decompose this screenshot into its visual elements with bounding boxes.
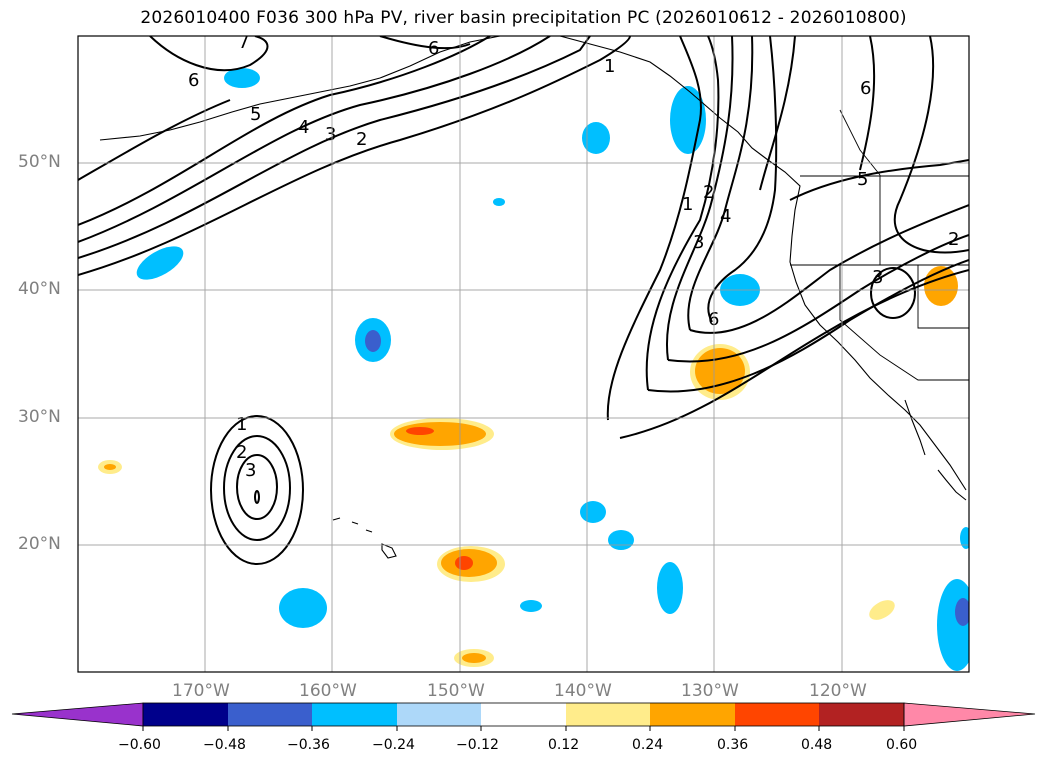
neg-area [493, 198, 505, 206]
pos-area [462, 653, 486, 663]
colorbar-tick-label: −0.24 [372, 737, 415, 753]
map-content: 7 6 6 5 4 3 2 1 1 2 3 4 6 6 5 3 2 1 2 3 [78, 32, 969, 672]
lat-label-20n: 20°N [18, 534, 61, 554]
lon-label-130w: 130°W [681, 681, 739, 701]
neg-area [580, 501, 606, 523]
lon-label-120w: 120°W [809, 681, 867, 701]
precipitation-shading [98, 68, 969, 671]
colorbar-segment [819, 703, 904, 726]
lon-label-150w: 150°W [427, 681, 485, 701]
colorbar-segment [650, 703, 735, 726]
colorbar-segment [312, 703, 397, 726]
contour-label: 1 [236, 414, 247, 435]
colorbar-tick-label: −0.60 [118, 737, 161, 753]
contour-label: 2 [356, 129, 367, 150]
colorbar-tick-label: −0.48 [203, 737, 246, 753]
contour-label: 5 [857, 169, 868, 190]
neg-area [657, 562, 683, 614]
contour-label: 6 [860, 78, 871, 99]
colorbar-tick-label: 0.12 [548, 737, 580, 753]
pos-area [406, 427, 434, 435]
lat-label-50n: 50°N [18, 152, 61, 172]
lat-label-40n: 40°N [18, 279, 61, 299]
neg-area [365, 330, 381, 352]
pv-contours [78, 36, 969, 565]
map-frame [77, 35, 970, 673]
colorbar-extend-high [903, 702, 1036, 727]
contour-label: 3 [325, 124, 336, 145]
contour-label: 6 [188, 70, 199, 91]
neg-area [224, 68, 260, 88]
contour-label: 6 [428, 38, 439, 59]
contour-label: 3 [693, 232, 704, 253]
colorbar-segment [228, 703, 312, 726]
lon-label-160w: 160°W [299, 681, 357, 701]
contour-label: 2 [236, 442, 247, 463]
pos-area [695, 348, 745, 394]
colorbar-segment [735, 703, 819, 726]
colorbar-segment [566, 703, 650, 726]
neg-area [582, 122, 610, 154]
contour-label: 2 [948, 229, 959, 250]
neg-area [960, 527, 969, 549]
neg-area [937, 579, 969, 671]
colorbar-tick-label: 0.36 [717, 737, 749, 753]
lon-label-140w: 140°W [554, 681, 612, 701]
contour-labels: 7 6 6 5 4 3 2 1 1 2 3 4 6 6 5 3 2 1 2 3 [188, 32, 959, 481]
coastlines [99, 36, 967, 559]
colorbar-extend-low [11, 702, 144, 727]
gridlines [78, 36, 969, 672]
colorbar-tick-label: −0.36 [287, 737, 330, 753]
contour-label: 5 [250, 104, 261, 125]
pos-area [455, 556, 473, 570]
contour-label: 3 [245, 460, 256, 481]
contour-label: 7 [238, 32, 249, 53]
neg-area [608, 530, 634, 550]
contour-label: 1 [604, 56, 615, 77]
contour-label: 4 [298, 117, 309, 138]
contour-label: 2 [703, 182, 714, 203]
neg-area [136, 246, 184, 280]
lat-label-30n: 30°N [18, 407, 61, 427]
colorbar-tick-label: 0.24 [632, 737, 664, 753]
contour-label: 3 [872, 267, 883, 288]
pos-area [869, 600, 895, 620]
colorbar-tick-label: −0.12 [456, 737, 499, 753]
contour-label: 4 [720, 206, 731, 227]
pos-area [104, 464, 116, 470]
map-title: 2026010400 F036 300 hPa PV, river basin … [140, 8, 907, 28]
lon-label-170w: 170°W [172, 681, 230, 701]
colorbar-tick-label: 0.60 [886, 737, 918, 753]
colorbar-segment [481, 703, 566, 726]
neg-area [955, 598, 969, 626]
pos-area [394, 422, 486, 446]
colorbar-tick-label: 0.48 [801, 737, 833, 753]
colorbar-outline [142, 702, 905, 727]
colorbar-segment [397, 703, 481, 726]
contour-label: 1 [682, 194, 693, 215]
colorbar-segment [143, 703, 228, 726]
neg-area [520, 600, 542, 612]
colorbar [11, 702, 1036, 731]
neg-area [279, 588, 327, 628]
